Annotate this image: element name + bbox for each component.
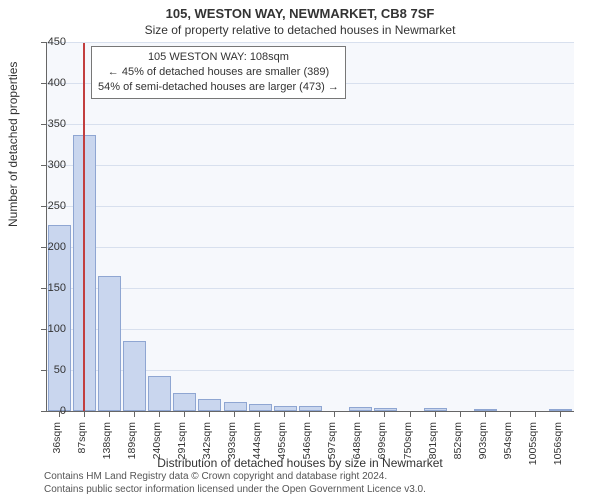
bar bbox=[198, 399, 221, 411]
annotation-box: 105 WESTON WAY: 108sqm ← 45% of detached… bbox=[91, 46, 346, 99]
x-tick-label: 750sqm bbox=[402, 422, 414, 482]
bar bbox=[73, 135, 96, 411]
x-tick-mark bbox=[184, 412, 185, 417]
y-tick-mark bbox=[41, 411, 46, 412]
bar bbox=[224, 402, 247, 411]
bar bbox=[549, 409, 572, 411]
chart-area: 105 WESTON WAY: 108sqm ← 45% of detached… bbox=[46, 42, 574, 412]
y-tick-label: 50 bbox=[26, 364, 66, 376]
y-tick-mark bbox=[41, 370, 46, 371]
y-tick-label: 250 bbox=[26, 200, 66, 212]
bar bbox=[424, 408, 447, 411]
marker-line bbox=[83, 43, 85, 412]
y-tick-mark bbox=[41, 83, 46, 84]
x-tick-mark bbox=[109, 412, 110, 417]
y-tick-label: 200 bbox=[26, 241, 66, 253]
annotation-line: 105 WESTON WAY: 108sqm bbox=[98, 50, 339, 65]
footer-line: Contains public sector information licen… bbox=[44, 484, 426, 497]
x-tick-label: 138sqm bbox=[101, 422, 113, 482]
x-tick-label: 393sqm bbox=[226, 422, 238, 482]
x-tick-mark bbox=[134, 412, 135, 417]
gridline bbox=[47, 42, 574, 43]
y-tick-mark bbox=[41, 165, 46, 166]
bar bbox=[148, 376, 171, 411]
x-tick-label: 1005sqm bbox=[527, 422, 539, 482]
bar bbox=[374, 408, 397, 411]
bar bbox=[349, 407, 372, 411]
x-tick-label: 1056sqm bbox=[552, 422, 564, 482]
y-tick-label: 100 bbox=[26, 323, 66, 335]
gridline bbox=[47, 329, 574, 330]
x-tick-mark bbox=[560, 412, 561, 417]
x-tick-mark bbox=[59, 412, 60, 417]
x-tick-mark bbox=[209, 412, 210, 417]
x-tick-label: 240sqm bbox=[151, 422, 163, 482]
bar bbox=[123, 341, 146, 411]
y-tick-label: 350 bbox=[26, 118, 66, 130]
page-subtitle: Size of property relative to detached ho… bbox=[0, 21, 600, 41]
x-tick-label: 189sqm bbox=[126, 422, 138, 482]
x-tick-mark bbox=[284, 412, 285, 417]
x-tick-mark bbox=[485, 412, 486, 417]
annotation-line: ← 45% of detached houses are smaller (38… bbox=[98, 65, 339, 80]
y-tick-label: 0 bbox=[26, 405, 66, 417]
y-tick-mark bbox=[41, 124, 46, 125]
gridline bbox=[47, 206, 574, 207]
x-tick-label: 801sqm bbox=[427, 422, 439, 482]
x-tick-label: 291sqm bbox=[176, 422, 188, 482]
y-tick-mark bbox=[41, 206, 46, 207]
x-tick-mark bbox=[159, 412, 160, 417]
x-tick-label: 495sqm bbox=[276, 422, 288, 482]
bar bbox=[173, 393, 196, 411]
page-title: 105, WESTON WAY, NEWMARKET, CB8 7SF bbox=[0, 0, 600, 21]
x-tick-label: 903sqm bbox=[477, 422, 489, 482]
gridline bbox=[47, 165, 574, 166]
bar bbox=[299, 406, 322, 411]
x-tick-label: 546sqm bbox=[301, 422, 313, 482]
x-tick-label: 699sqm bbox=[376, 422, 388, 482]
y-tick-mark bbox=[41, 247, 46, 248]
y-tick-label: 300 bbox=[26, 159, 66, 171]
x-tick-mark bbox=[259, 412, 260, 417]
x-tick-label: 597sqm bbox=[326, 422, 338, 482]
y-tick-mark bbox=[41, 329, 46, 330]
x-tick-mark bbox=[535, 412, 536, 417]
x-tick-mark bbox=[334, 412, 335, 417]
x-tick-mark bbox=[309, 412, 310, 417]
bar bbox=[274, 406, 297, 411]
y-tick-mark bbox=[41, 288, 46, 289]
x-tick-label: 36sqm bbox=[51, 422, 63, 482]
x-tick-label: 87sqm bbox=[76, 422, 88, 482]
x-tick-mark bbox=[234, 412, 235, 417]
y-tick-label: 150 bbox=[26, 282, 66, 294]
bar bbox=[98, 276, 121, 411]
x-tick-label: 342sqm bbox=[201, 422, 213, 482]
gridline bbox=[47, 247, 574, 248]
y-axis-label: Number of detached properties bbox=[6, 62, 20, 227]
y-tick-label: 400 bbox=[26, 77, 66, 89]
x-tick-label: 648sqm bbox=[351, 422, 363, 482]
x-tick-mark bbox=[410, 412, 411, 417]
bar bbox=[48, 225, 71, 411]
x-tick-mark bbox=[384, 412, 385, 417]
x-tick-mark bbox=[460, 412, 461, 417]
x-tick-label: 954sqm bbox=[502, 422, 514, 482]
annotation-line: 54% of semi-detached houses are larger (… bbox=[98, 80, 339, 95]
x-tick-label: 852sqm bbox=[452, 422, 464, 482]
x-tick-mark bbox=[435, 412, 436, 417]
x-tick-mark bbox=[510, 412, 511, 417]
gridline bbox=[47, 124, 574, 125]
bar bbox=[474, 409, 497, 411]
x-tick-mark bbox=[84, 412, 85, 417]
x-tick-label: 444sqm bbox=[251, 422, 263, 482]
y-tick-label: 450 bbox=[26, 36, 66, 48]
bar bbox=[249, 404, 272, 411]
x-tick-mark bbox=[359, 412, 360, 417]
y-tick-mark bbox=[41, 42, 46, 43]
gridline bbox=[47, 288, 574, 289]
